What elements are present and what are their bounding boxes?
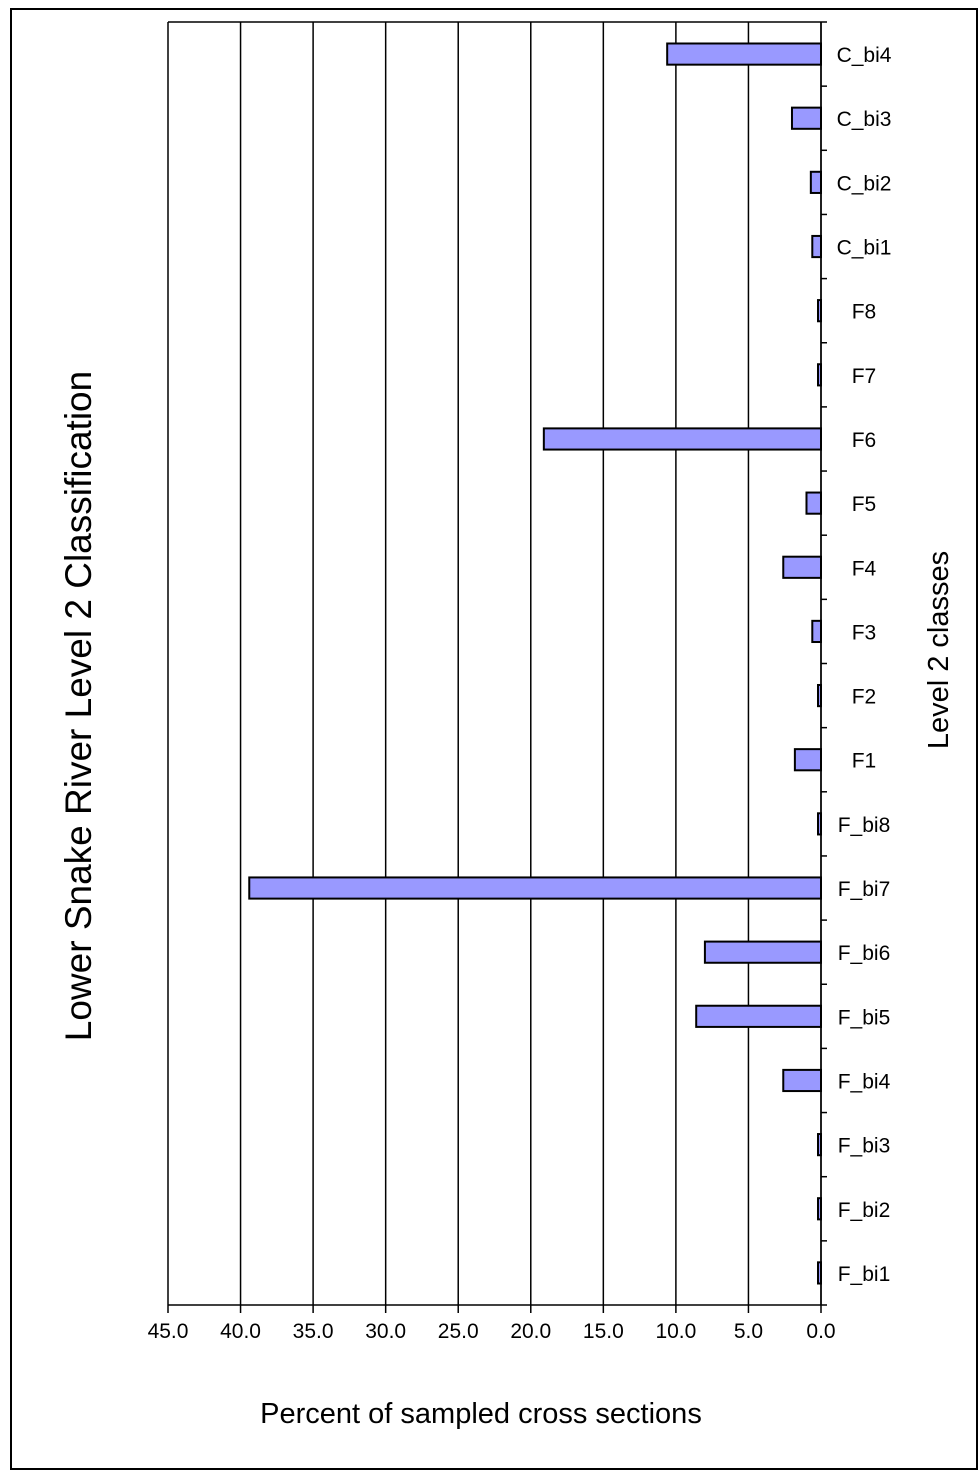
y-category-label: F_bi5 bbox=[838, 1006, 891, 1029]
x-tick-label: 45.0 bbox=[148, 1320, 189, 1343]
bar bbox=[805, 491, 823, 515]
bar bbox=[703, 940, 823, 964]
bar bbox=[542, 427, 822, 451]
bar bbox=[666, 42, 823, 66]
y-category-label: F3 bbox=[852, 621, 877, 644]
y-category-label: F8 bbox=[852, 301, 877, 324]
y-axis-title: Level 2 classes bbox=[923, 551, 955, 749]
y-category-label: F_bi3 bbox=[838, 1135, 891, 1158]
bar bbox=[790, 106, 823, 130]
x-tick-label: 5.0 bbox=[734, 1320, 763, 1343]
axes bbox=[167, 21, 827, 1313]
y-category-label: F_bi8 bbox=[838, 814, 891, 837]
bar bbox=[782, 555, 823, 579]
y-category-label: F_bi4 bbox=[838, 1070, 891, 1093]
y-category-label: F_bi1 bbox=[838, 1263, 891, 1286]
y-category-label: F_bi6 bbox=[838, 942, 891, 965]
bars bbox=[248, 42, 823, 1285]
y-category-label: F1 bbox=[852, 750, 877, 773]
y-category-label: F7 bbox=[852, 365, 877, 388]
y-category-label: F_bi2 bbox=[838, 1199, 891, 1222]
x-tick-label: 15.0 bbox=[583, 1320, 624, 1343]
y-category-label: F_bi7 bbox=[838, 878, 891, 901]
x-tick-label: 0.0 bbox=[806, 1320, 835, 1343]
y-category-label: C_bi2 bbox=[837, 172, 892, 195]
y-category-label: F4 bbox=[852, 557, 877, 580]
bar bbox=[811, 234, 823, 259]
bar bbox=[248, 876, 823, 900]
grid-lines bbox=[167, 22, 822, 1305]
y-category-label: F5 bbox=[852, 493, 877, 516]
x-axis-title: Percent of sampled cross sections bbox=[260, 1398, 702, 1430]
x-tick-label: 35.0 bbox=[293, 1320, 334, 1343]
bar bbox=[809, 170, 823, 194]
x-tick-label: 25.0 bbox=[438, 1320, 479, 1343]
bar bbox=[782, 1068, 823, 1093]
x-tick-label: 30.0 bbox=[365, 1320, 406, 1343]
labels: 45.0 40.0 35.0 30.0 25.0 20.0 15.0 10.0 5.0 0.0 C_… bbox=[148, 44, 892, 1343]
x-tick-label: 10.0 bbox=[655, 1320, 696, 1343]
x-tick-label: 20.0 bbox=[510, 1320, 551, 1343]
x-tick-label: 40.0 bbox=[220, 1320, 261, 1343]
y-category-label: F2 bbox=[852, 686, 877, 709]
bar bbox=[695, 1004, 823, 1028]
y-category-label: F6 bbox=[852, 429, 877, 452]
y-category-label: C_bi3 bbox=[837, 108, 892, 131]
bar bbox=[793, 748, 823, 772]
bar bbox=[811, 619, 823, 644]
chart-title: Lower Snake River Level 2 Classification bbox=[58, 371, 99, 1041]
y-category-label: C_bi4 bbox=[837, 44, 892, 67]
y-category-label: C_bi1 bbox=[837, 237, 892, 260]
